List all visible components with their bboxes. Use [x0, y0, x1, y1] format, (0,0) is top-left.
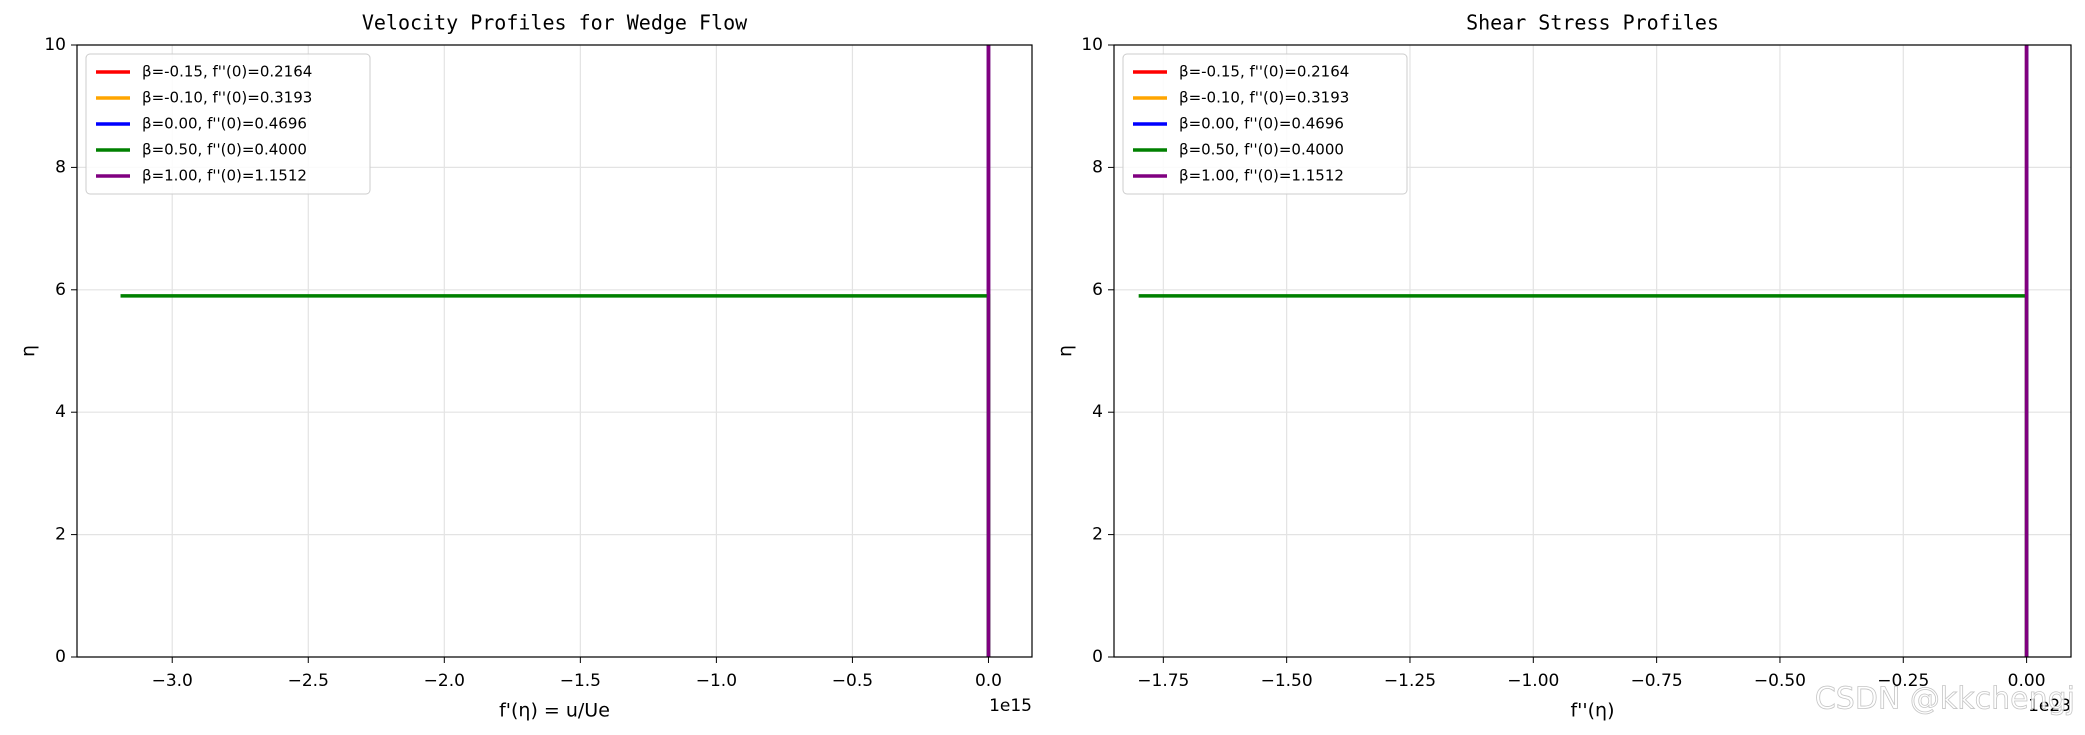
x-tick-label: −2.0	[424, 671, 465, 691]
x-tick-label: −0.50	[1754, 671, 1806, 691]
chart-title: Shear Stress Profiles	[1466, 11, 1719, 35]
x-tick-label: −1.75	[1137, 671, 1189, 691]
y-tick-label: 4	[55, 402, 66, 422]
y-axis-label: η	[1055, 345, 1077, 357]
legend-label: β=1.00, f''(0)=1.1512	[1179, 167, 1344, 185]
x-offset-label: 1e15	[989, 696, 1032, 716]
series-line	[120, 294, 991, 657]
x-offset-label: 1e23	[2028, 696, 2071, 716]
legend-label: β=-0.15, f''(0)=0.2164	[1179, 63, 1349, 81]
x-tick-label: −1.00	[1507, 671, 1559, 691]
y-tick-label: 6	[1092, 280, 1103, 300]
legend-label: β=1.00, f''(0)=1.1512	[142, 167, 307, 185]
y-tick-label: 2	[55, 525, 66, 545]
y-tick-label: 0	[55, 647, 66, 667]
y-tick-label: 8	[55, 157, 66, 177]
x-tick-label: −0.5	[832, 671, 873, 691]
x-tick-label: −1.50	[1261, 671, 1313, 691]
y-tick-label: 10	[44, 35, 66, 55]
legend-label: β=-0.15, f''(0)=0.2164	[142, 63, 312, 81]
chart-title: Velocity Profiles for Wedge Flow	[362, 11, 748, 35]
legend-frame	[1122, 53, 1408, 195]
legend-label: β=0.00, f''(0)=0.4696	[1179, 115, 1344, 133]
y-tick-label: 0	[1092, 647, 1103, 667]
x-axis-label: f''(η)	[1570, 700, 1614, 722]
y-tick-label: 10	[1081, 35, 1103, 55]
axes-frame	[1113, 44, 2072, 658]
x-tick-label: −3.0	[152, 671, 193, 691]
x-tick-label: −1.25	[1384, 671, 1436, 691]
legend-label: β=-0.10, f''(0)=0.3193	[1179, 89, 1349, 107]
y-tick-label: 4	[1092, 402, 1103, 422]
legend-label: β=0.50, f''(0)=0.4000	[142, 141, 307, 159]
legend: β=-0.15, f''(0)=0.2164 β=-0.10, f''(0)=0.…	[85, 53, 371, 195]
x-tick-label: 0.0	[975, 671, 1002, 691]
legend-label: β=0.00, f''(0)=0.4696	[142, 115, 307, 133]
watermark: CSDN @kkchengj	[1815, 682, 2075, 717]
y-axis-label: η	[18, 345, 40, 357]
y-tick-label: 2	[1092, 525, 1103, 545]
x-tick-label: −2.5	[288, 671, 329, 691]
x-tick-label: −0.75	[1631, 671, 1683, 691]
x-tick-label: −0.25	[1877, 671, 1929, 691]
x-axis-label: f'(η) = u/Ue	[499, 700, 610, 722]
x-tick-label: 0.00	[2008, 671, 2046, 691]
y-tick-label: 8	[1092, 157, 1103, 177]
legend: β=-0.15, f''(0)=0.2164 β=-0.10, f''(0)=0.…	[1122, 53, 1408, 195]
series-line	[1138, 294, 2029, 657]
legend-label: β=-0.10, f''(0)=0.3193	[142, 89, 312, 107]
axes-frame	[76, 44, 1033, 658]
x-tick-label: −1.0	[696, 671, 737, 691]
legend-frame	[85, 53, 371, 195]
x-tick-label: −1.5	[560, 671, 601, 691]
y-tick-label: 6	[55, 280, 66, 300]
legend-label: β=0.50, f''(0)=0.4000	[1179, 141, 1344, 159]
